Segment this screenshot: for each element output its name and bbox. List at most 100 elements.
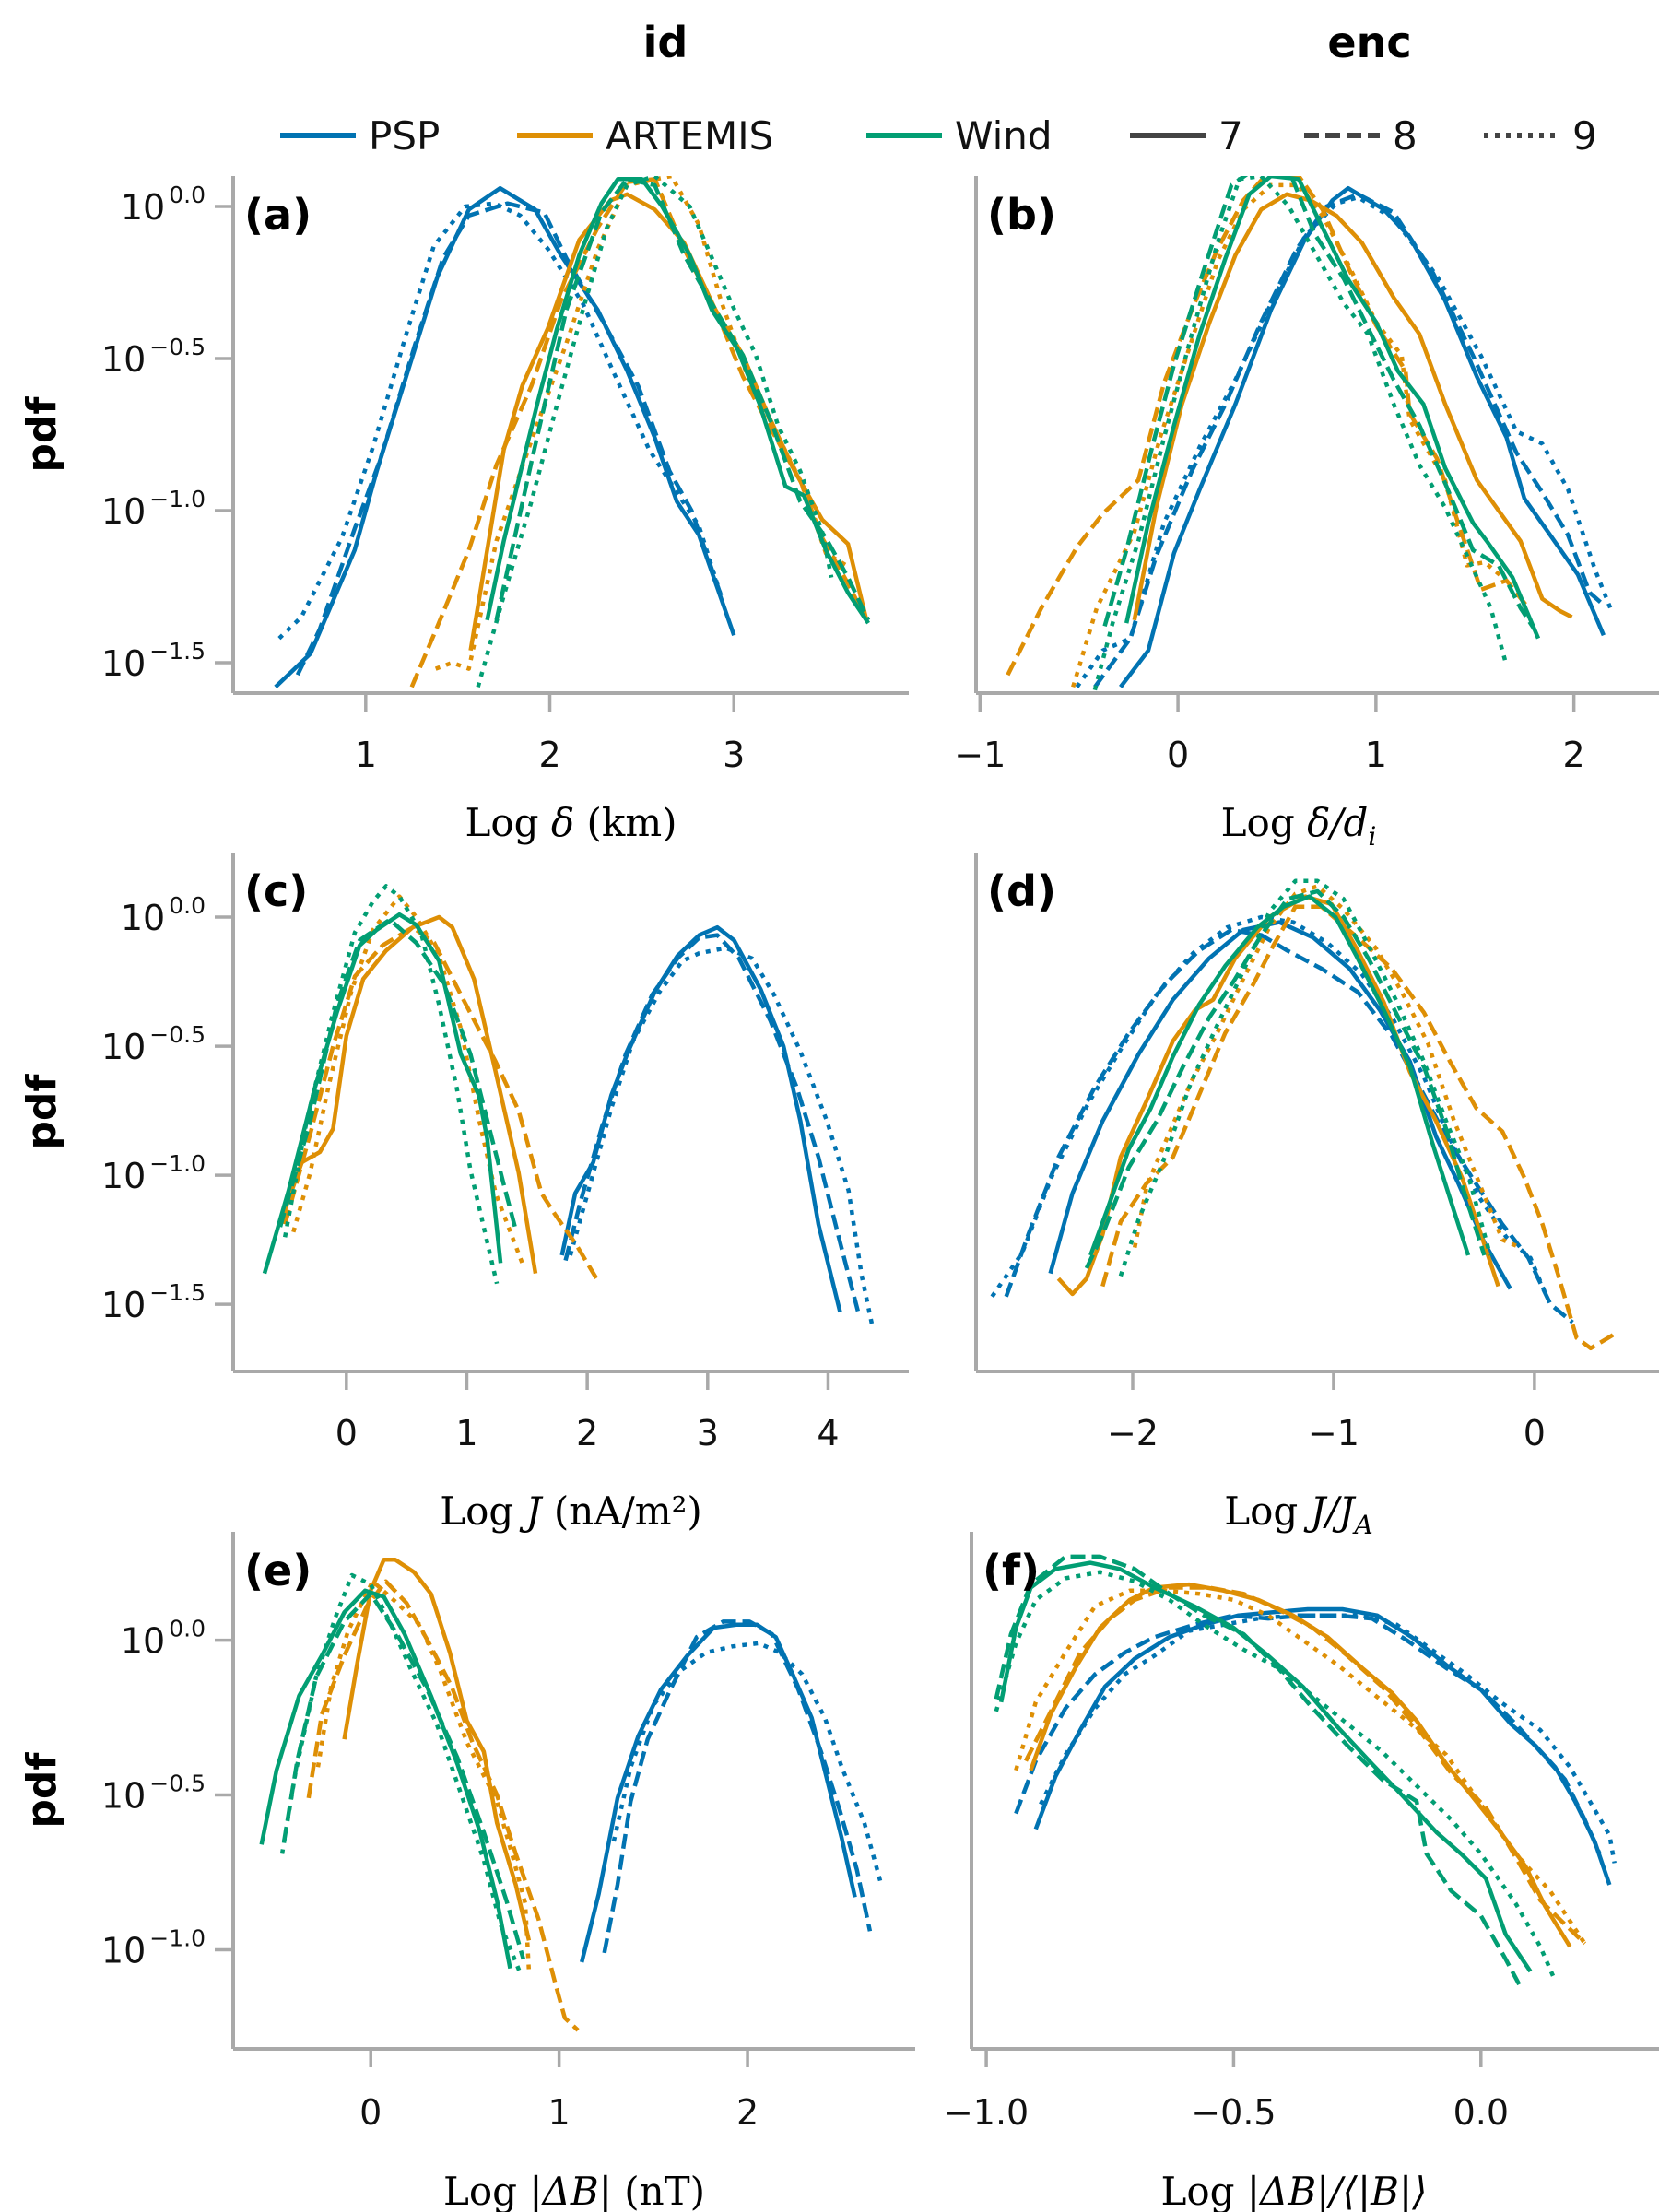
- series-wind-8: [1102, 176, 1536, 630]
- x-axis-label: Log δ/di: [1221, 800, 1377, 852]
- series-psp-8: [295, 201, 724, 677]
- series-wind-9: [279, 1572, 522, 1972]
- x-tick-label: 2: [576, 1413, 598, 1453]
- y-axis-label: pdf: [18, 1074, 65, 1150]
- series-wind-9: [994, 1570, 1558, 1982]
- x-tick-label: 1: [355, 735, 377, 775]
- panel-label: (a): [244, 190, 312, 240]
- series-wind-8: [1084, 888, 1487, 1269]
- x-axis-label-unit: (nA/m²): [541, 1488, 701, 1534]
- x-axis-label-symbol: |ΔB|: [529, 2169, 612, 2212]
- y-tick-label: 10 0.0: [121, 182, 206, 228]
- y-tick-base: 10: [101, 491, 146, 532]
- y-tick-base: 10: [121, 1621, 165, 1662]
- panel-f: −1.0 −0.5 0.0 (f) Log |ΔB|/⟨|B|⟩: [944, 1532, 1659, 2212]
- x-axis-label-symbol: |ΔB|/⟨|B|⟩: [1247, 2169, 1428, 2212]
- x-tick-label: −1: [954, 735, 1006, 775]
- series-psp-9: [990, 914, 1547, 1299]
- series-psp-7: [1048, 920, 1512, 1290]
- y-tick-label: 10 −0.5: [101, 1771, 206, 1817]
- y-tick-exponent: 0.0: [169, 182, 206, 208]
- series-psp-7: [274, 185, 736, 689]
- x-axis-label-prefix: Log: [1224, 1488, 1310, 1534]
- x-tick-label: 2: [1563, 735, 1585, 775]
- x-axis-label-subscript: A: [1352, 1510, 1373, 1540]
- panel-label: (f): [982, 1546, 1040, 1595]
- y-tick-label: 10 −1.0: [101, 1925, 206, 1971]
- y-tick-label: 10 0.0: [121, 892, 206, 938]
- series-wind-7: [1124, 176, 1541, 640]
- series-wind-7: [259, 1588, 512, 1970]
- y-tick-base: 10: [121, 898, 165, 938]
- curves: [262, 884, 876, 1328]
- x-axis-label: Log |ΔB| (nT): [443, 2169, 705, 2212]
- y-tick-exponent: −0.5: [149, 1021, 206, 1048]
- y-tick-base: 10: [101, 643, 146, 684]
- y-tick-base: 10: [101, 1776, 146, 1817]
- series-psp-9: [1075, 194, 1614, 688]
- y-tick-base: 10: [101, 1027, 146, 1067]
- x-tick-label: 1: [548, 2092, 571, 2133]
- y-tick-base: 10: [121, 187, 165, 228]
- x-tick-label: 1: [455, 1413, 477, 1453]
- series-psp-8: [1014, 1613, 1602, 1855]
- x-axis-label-subscript: i: [1368, 821, 1376, 852]
- y-tick-exponent: −1.5: [149, 1279, 206, 1306]
- series-artemis-7: [1132, 192, 1573, 621]
- x-tick-label: 4: [817, 1413, 839, 1453]
- series-psp-9: [568, 946, 876, 1328]
- x-tick-label: 2: [736, 2092, 759, 2133]
- series-artemis-9: [1132, 884, 1522, 1250]
- x-axis-label: Log |ΔB|/⟨|B|⟩: [1160, 2169, 1427, 2212]
- y-tick-label: 10 −1.5: [101, 638, 206, 684]
- legend-label: 8: [1393, 113, 1418, 159]
- x-axis-label-unit: (nT): [612, 2169, 705, 2212]
- y-axis-label: pdf: [18, 1752, 65, 1829]
- column-title-id: id: [643, 18, 688, 67]
- x-tick-label: 0.0: [1453, 2092, 1509, 2133]
- curves: [990, 878, 1618, 1351]
- x-tick-label: 0: [359, 2092, 382, 2133]
- x-axis-label: Log J/JA: [1224, 1488, 1372, 1540]
- y-tick-exponent: −0.5: [149, 1771, 206, 1797]
- series-psp-8: [1004, 927, 1574, 1324]
- series-artemis-9: [434, 176, 848, 671]
- y-tick-exponent: −1.5: [149, 638, 206, 665]
- legend-label: ARTEMIS: [606, 113, 773, 159]
- legend-item-8: 8: [1304, 113, 1418, 159]
- series-wind-8: [994, 1554, 1523, 1988]
- x-axis-label: Log δ (km): [465, 800, 677, 845]
- x-axis-label-prefix: Log: [1221, 800, 1307, 845]
- curves: [274, 176, 871, 689]
- panel-b: −1 0 1 2 (b) Log δ/di: [954, 176, 1659, 852]
- y-tick-exponent: −1.0: [149, 1925, 206, 1952]
- x-tick-label: −1.0: [944, 2092, 1029, 2133]
- x-tick-label: 3: [723, 735, 745, 775]
- column-title-enc: enc: [1327, 18, 1411, 67]
- legend-item-7: 7: [1130, 113, 1243, 159]
- legend: PSP ARTEMIS Wind 7 8 9: [280, 113, 1597, 159]
- y-tick-label: 10 −0.5: [101, 334, 206, 380]
- x-axis-label-symbol: δ/d: [1307, 800, 1368, 845]
- panel-label: (b): [987, 190, 1056, 240]
- x-tick-label: 1: [1365, 735, 1387, 775]
- y-tick-label: 10 −1.0: [101, 486, 206, 532]
- curves: [994, 1554, 1617, 1988]
- legend-label: 7: [1218, 113, 1243, 159]
- x-tick-label: 2: [538, 735, 560, 775]
- y-tick-exponent: 0.0: [169, 892, 206, 919]
- x-tick-label: −0.5: [1191, 2092, 1276, 2133]
- series-wind-8: [277, 917, 517, 1228]
- y-tick-base: 10: [101, 1156, 146, 1196]
- curves: [1006, 176, 1614, 691]
- y-tick-label: 10 −1.0: [101, 1150, 206, 1196]
- series-psp-8: [563, 933, 861, 1313]
- y-tick-label: 10 −0.5: [101, 1021, 206, 1067]
- x-axis-label-prefix: Log: [440, 1488, 525, 1534]
- y-axis-label: pdf: [18, 396, 65, 473]
- y-tick-base: 10: [101, 339, 146, 380]
- series-wind-9: [1118, 878, 1493, 1277]
